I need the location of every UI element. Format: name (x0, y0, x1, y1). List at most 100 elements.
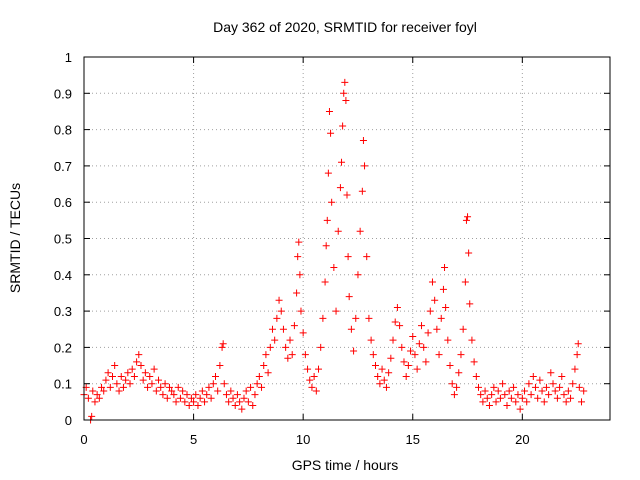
data-point (409, 333, 417, 341)
data-point (203, 391, 211, 399)
data-point (207, 394, 215, 402)
data-point (385, 369, 393, 377)
data-point (446, 362, 454, 370)
data-point (540, 398, 548, 406)
data-point (361, 162, 369, 170)
data-point (518, 394, 526, 402)
data-point (571, 365, 579, 373)
data-point (315, 365, 323, 373)
data-point (159, 391, 167, 399)
data-point (144, 383, 152, 391)
data-point (494, 387, 502, 395)
data-point (284, 354, 292, 362)
data-point (433, 325, 441, 333)
data-point (450, 391, 458, 399)
data-point (483, 394, 491, 402)
data-point (271, 336, 279, 344)
data-point (352, 314, 360, 322)
data-point (282, 343, 290, 351)
data-point (229, 394, 237, 402)
data-point (319, 314, 327, 322)
data-point (258, 383, 266, 391)
data-point (108, 372, 116, 380)
data-point (325, 107, 333, 115)
data-point (363, 253, 371, 261)
data-point (413, 365, 421, 373)
data-point (468, 336, 476, 344)
data-point (183, 391, 191, 399)
data-point (310, 372, 318, 380)
data-point (126, 380, 134, 388)
data-point (135, 351, 143, 359)
data-point (339, 122, 347, 130)
data-point (538, 387, 546, 395)
data-point (396, 322, 404, 330)
y-tick-label: 0.4 (54, 268, 72, 283)
data-point (376, 380, 384, 388)
data-point (407, 347, 415, 355)
data-point (192, 391, 200, 399)
data-point (472, 372, 480, 380)
data-point (510, 383, 518, 391)
data-point (485, 401, 493, 409)
y-axis-label: SRMTID / TECUs (7, 183, 23, 293)
data-point (279, 325, 287, 333)
data-point (507, 394, 515, 402)
data-point (168, 387, 176, 395)
data-point (179, 387, 187, 395)
data-point (536, 376, 544, 384)
data-point (150, 365, 158, 373)
data-point (442, 303, 450, 311)
data-point (345, 293, 353, 301)
data-point (343, 191, 351, 199)
y-tick-label: 0.6 (54, 195, 72, 210)
data-point (356, 227, 364, 235)
data-point (464, 213, 472, 221)
data-point (338, 158, 346, 166)
x-tick-label: 5 (190, 432, 197, 447)
data-point (435, 351, 443, 359)
data-point (415, 340, 423, 348)
y-tick-label: 0.2 (54, 340, 72, 355)
data-point (93, 391, 101, 399)
data-point (306, 376, 314, 384)
data-point (84, 394, 92, 402)
data-point (404, 362, 412, 370)
data-point (119, 383, 127, 391)
data-point (578, 398, 586, 406)
data-point (247, 383, 255, 391)
data-point (190, 398, 198, 406)
data-point (437, 314, 445, 322)
data-point (573, 351, 581, 359)
y-tick-label: 0.9 (54, 86, 72, 101)
data-point (448, 380, 456, 388)
y-tick-label: 0.8 (54, 123, 72, 138)
data-point (98, 383, 106, 391)
data-point (336, 184, 344, 192)
data-point (328, 198, 336, 206)
data-point (296, 271, 304, 279)
data-point (367, 336, 375, 344)
data-point (488, 391, 496, 399)
data-point (255, 372, 263, 380)
data-point (102, 376, 110, 384)
data-point (133, 358, 141, 366)
data-point (137, 362, 145, 370)
data-point (196, 394, 204, 402)
data-point (490, 383, 498, 391)
data-point (219, 340, 227, 348)
data-point (264, 369, 272, 377)
data-point (128, 365, 136, 373)
data-point (148, 380, 156, 388)
data-point (534, 394, 542, 402)
y-tick-label: 0.3 (54, 304, 72, 319)
data-point (187, 394, 195, 402)
data-point (553, 394, 561, 402)
chart-title: Day 362 of 2020, SRMTID for receiver foy… (213, 19, 477, 35)
data-point (242, 387, 250, 395)
data-point (465, 249, 473, 257)
data-point (290, 322, 298, 330)
data-point (220, 380, 228, 388)
data-point (146, 372, 154, 380)
